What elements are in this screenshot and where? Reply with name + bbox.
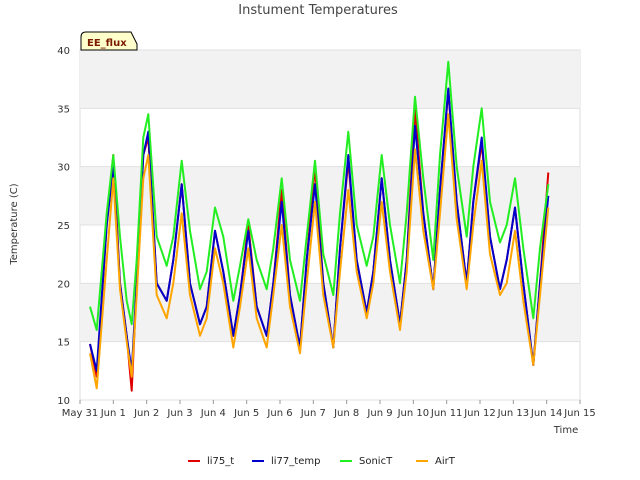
x-tick-label: May 31 xyxy=(62,408,99,419)
x-tick-label: Jun 6 xyxy=(266,408,292,419)
y-tick-label: 15 xyxy=(57,338,70,349)
legend-item-li77-temp: li77_temp xyxy=(252,456,320,467)
x-tick-label: Jun 3 xyxy=(166,408,192,419)
y-axis-ticks: 10 15 20 25 30 35 40 xyxy=(57,46,70,407)
x-axis-ticks: May 31 Jun 1 Jun 2 Jun 3 Jun 4 Jun 5 Jun 6 Jun … xyxy=(62,400,596,419)
legend-item-airt: AirT xyxy=(416,456,456,467)
x-tick-label: Jun 7 xyxy=(300,408,326,419)
legend-item-li75-t: li75_t xyxy=(188,456,234,467)
x-tick-label: Jun 8 xyxy=(333,408,359,419)
x-tick-label: Jun 13 xyxy=(497,408,530,419)
legend-item-sonict: SonicT xyxy=(340,456,393,467)
y-tick-label: 20 xyxy=(57,279,70,290)
y-tick-label: 35 xyxy=(57,104,70,115)
legend-label: AirT xyxy=(435,456,456,467)
x-tick-label: Jun 14 xyxy=(530,408,563,419)
x-tick-label: Jun 15 xyxy=(563,408,596,419)
plot-band xyxy=(80,50,580,109)
x-tick-label: Jun 12 xyxy=(463,408,496,419)
legend-label: li77_temp xyxy=(271,456,320,467)
x-tick-label: Jun 9 xyxy=(366,408,392,419)
x-axis-label: Time xyxy=(553,425,578,436)
badge-label: EE_flux xyxy=(87,38,127,49)
legend-label: SonicT xyxy=(359,456,393,467)
series-lines xyxy=(89,60,550,392)
x-tick-label: Jun 10 xyxy=(397,408,430,419)
legend: li75_t li77_temp SonicT AirT xyxy=(188,456,456,467)
x-tick-label: Jun 2 xyxy=(133,408,159,419)
series-line-li77-temp xyxy=(89,87,550,372)
y-axis-label: Temperature (C) xyxy=(9,183,20,265)
series-line-airt xyxy=(89,113,550,390)
y-tick-label: 10 xyxy=(57,396,70,407)
x-tick-label: Jun 11 xyxy=(430,408,463,419)
x-tick-label: Jun 5 xyxy=(233,408,259,419)
x-tick-label: Jun 4 xyxy=(200,408,226,419)
y-tick-label: 25 xyxy=(57,221,70,232)
y-tick-label: 40 xyxy=(57,46,70,57)
legend-label: li75_t xyxy=(207,456,234,467)
ee-flux-badge: EE_flux xyxy=(80,31,138,51)
y-tick-label: 30 xyxy=(57,163,70,174)
x-tick-label: Jun 1 xyxy=(100,408,126,419)
chart-title: Instument Temperatures xyxy=(238,3,398,18)
plot-band xyxy=(80,166,580,225)
series-line-sonict xyxy=(89,60,550,331)
